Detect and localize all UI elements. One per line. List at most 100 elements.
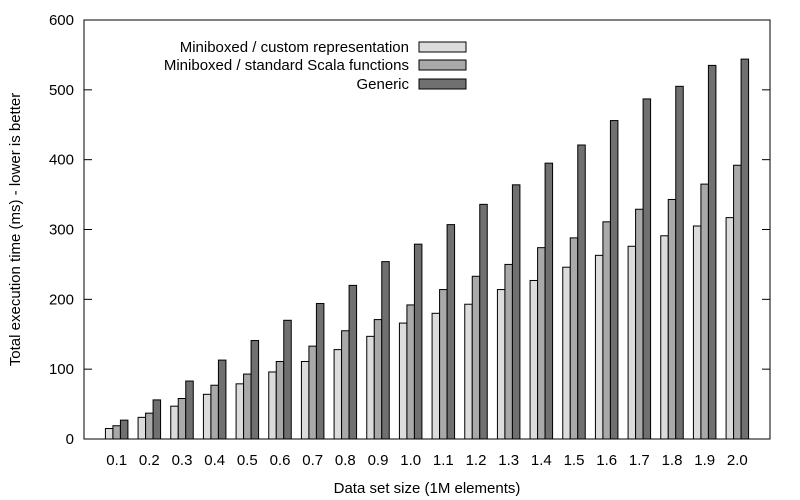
bar-series-2 bbox=[471, 275, 481, 440]
bar-series-3 bbox=[707, 64, 717, 440]
y-tick-label: 300 bbox=[49, 222, 74, 239]
bars bbox=[104, 58, 750, 440]
bar-series-1 bbox=[366, 335, 375, 440]
x-axis-title: Data set size (1M elements) bbox=[334, 480, 521, 497]
bar-series-1 bbox=[137, 416, 147, 440]
y-tick-label: 400 bbox=[49, 152, 74, 169]
x-tick-label: 0.8 bbox=[335, 452, 356, 469]
bar-series-1 bbox=[170, 405, 179, 440]
bar-series-3 bbox=[642, 98, 652, 440]
x-tick-label: 0.2 bbox=[139, 452, 160, 469]
bar-series-3 bbox=[119, 419, 129, 440]
y-tick-label: 600 bbox=[49, 12, 74, 29]
legend-swatch bbox=[418, 59, 467, 71]
bar-series-3 bbox=[381, 261, 390, 440]
legend-label: Miniboxed / standard Scala functions bbox=[164, 57, 409, 74]
bar-series-1 bbox=[627, 245, 637, 440]
y-axis-ticks: 0 100 200 300 400 500 600 bbox=[49, 12, 770, 448]
x-tick-label: 0.7 bbox=[302, 452, 323, 469]
bar-series-1 bbox=[594, 254, 604, 440]
bar-series-3 bbox=[479, 203, 488, 440]
bar-series-3 bbox=[740, 58, 750, 440]
x-tick-label: 1.7 bbox=[629, 452, 650, 469]
x-tick-label: 1.0 bbox=[400, 452, 421, 469]
x-tick-label: 0.4 bbox=[204, 452, 225, 469]
bar-series-3 bbox=[577, 144, 586, 440]
x-tick-label: 1.3 bbox=[498, 452, 519, 469]
bar-series-1 bbox=[496, 289, 506, 440]
bar-series-2 bbox=[210, 384, 219, 440]
bar-series-2 bbox=[406, 304, 415, 440]
x-axis-ticks: 0.1 0.2 0.3 0.4 0.5 0.6 0.7 0.8 0.9 1.0 1.1 1.2 1.3 1… bbox=[106, 431, 748, 469]
bar-series-2 bbox=[341, 330, 350, 440]
bar-series-2 bbox=[243, 373, 252, 440]
bar-series-2 bbox=[112, 425, 121, 440]
bar-series-2 bbox=[635, 208, 644, 440]
bar-series-2 bbox=[733, 164, 742, 440]
x-tick-label: 1.1 bbox=[433, 452, 454, 469]
x-tick-label: 0.3 bbox=[172, 452, 193, 469]
bar-series-2 bbox=[177, 397, 187, 440]
bar-series-1 bbox=[202, 393, 212, 440]
bar-series-2 bbox=[373, 319, 383, 440]
y-tick-label: 100 bbox=[49, 361, 74, 378]
bar-series-1 bbox=[562, 266, 571, 440]
legend-swatch bbox=[418, 78, 467, 90]
bar-series-1 bbox=[529, 279, 539, 440]
x-tick-label: 1.5 bbox=[564, 452, 585, 469]
bar-series-3 bbox=[544, 162, 554, 440]
x-tick-label: 2.0 bbox=[727, 452, 748, 469]
bar-series-3 bbox=[609, 120, 619, 440]
bar-series-3 bbox=[217, 359, 227, 440]
bar-series-2 bbox=[569, 237, 579, 440]
bar-series-2 bbox=[275, 360, 285, 440]
bar-series-1 bbox=[333, 349, 343, 440]
bar-series-2 bbox=[145, 412, 154, 440]
legend: Miniboxed / custom representationMinibox… bbox=[164, 39, 467, 93]
bar-series-2 bbox=[700, 183, 709, 440]
x-tick-label: 0.9 bbox=[368, 452, 389, 469]
legend-swatch bbox=[418, 41, 467, 53]
bar-series-1 bbox=[660, 235, 669, 440]
x-tick-label: 1.4 bbox=[531, 452, 552, 469]
bar-series-1 bbox=[235, 383, 245, 440]
bar-series-3 bbox=[152, 399, 162, 440]
y-tick-label: 200 bbox=[49, 291, 74, 308]
bar-series-3 bbox=[446, 224, 456, 440]
bar-series-1 bbox=[300, 360, 310, 440]
bar-series-2 bbox=[439, 289, 448, 440]
bar-series-2 bbox=[602, 221, 611, 440]
y-tick-label: 0 bbox=[66, 431, 74, 448]
x-tick-label: 1.2 bbox=[466, 452, 487, 469]
y-tick-label: 500 bbox=[49, 82, 74, 99]
x-tick-label: 0.5 bbox=[237, 452, 258, 469]
bar-series-1 bbox=[692, 225, 702, 440]
bar-series-1 bbox=[104, 428, 114, 440]
bar-series-2 bbox=[667, 198, 677, 440]
bar-series-3 bbox=[675, 85, 684, 440]
bar-series-1 bbox=[431, 312, 441, 440]
x-tick-label: 1.6 bbox=[596, 452, 617, 469]
bar-series-3 bbox=[348, 284, 358, 440]
y-axis-title: Total execution time (ms) - lower is bet… bbox=[7, 93, 24, 366]
x-tick-label: 0.6 bbox=[270, 452, 291, 469]
bar-series-1 bbox=[464, 303, 473, 440]
bar-series-2 bbox=[504, 263, 513, 440]
legend-label: Miniboxed / custom representation bbox=[180, 39, 409, 56]
bar-series-3 bbox=[315, 303, 325, 440]
bar-series-2 bbox=[537, 247, 546, 440]
bar-series-2 bbox=[308, 345, 317, 440]
plot-area-frame bbox=[83, 19, 771, 440]
x-tick-label: 1.9 bbox=[694, 452, 715, 469]
bar-series-1 bbox=[398, 322, 408, 440]
bar-series-3 bbox=[413, 243, 423, 440]
bar-series-3 bbox=[511, 184, 521, 440]
legend-label: Generic bbox=[356, 76, 409, 93]
x-tick-label: 0.1 bbox=[106, 452, 127, 469]
x-tick-label: 1.8 bbox=[662, 452, 683, 469]
bar-series-3 bbox=[250, 340, 260, 440]
bar-series-1 bbox=[725, 217, 735, 440]
bar-series-3 bbox=[283, 319, 292, 440]
bar-series-3 bbox=[185, 380, 194, 440]
